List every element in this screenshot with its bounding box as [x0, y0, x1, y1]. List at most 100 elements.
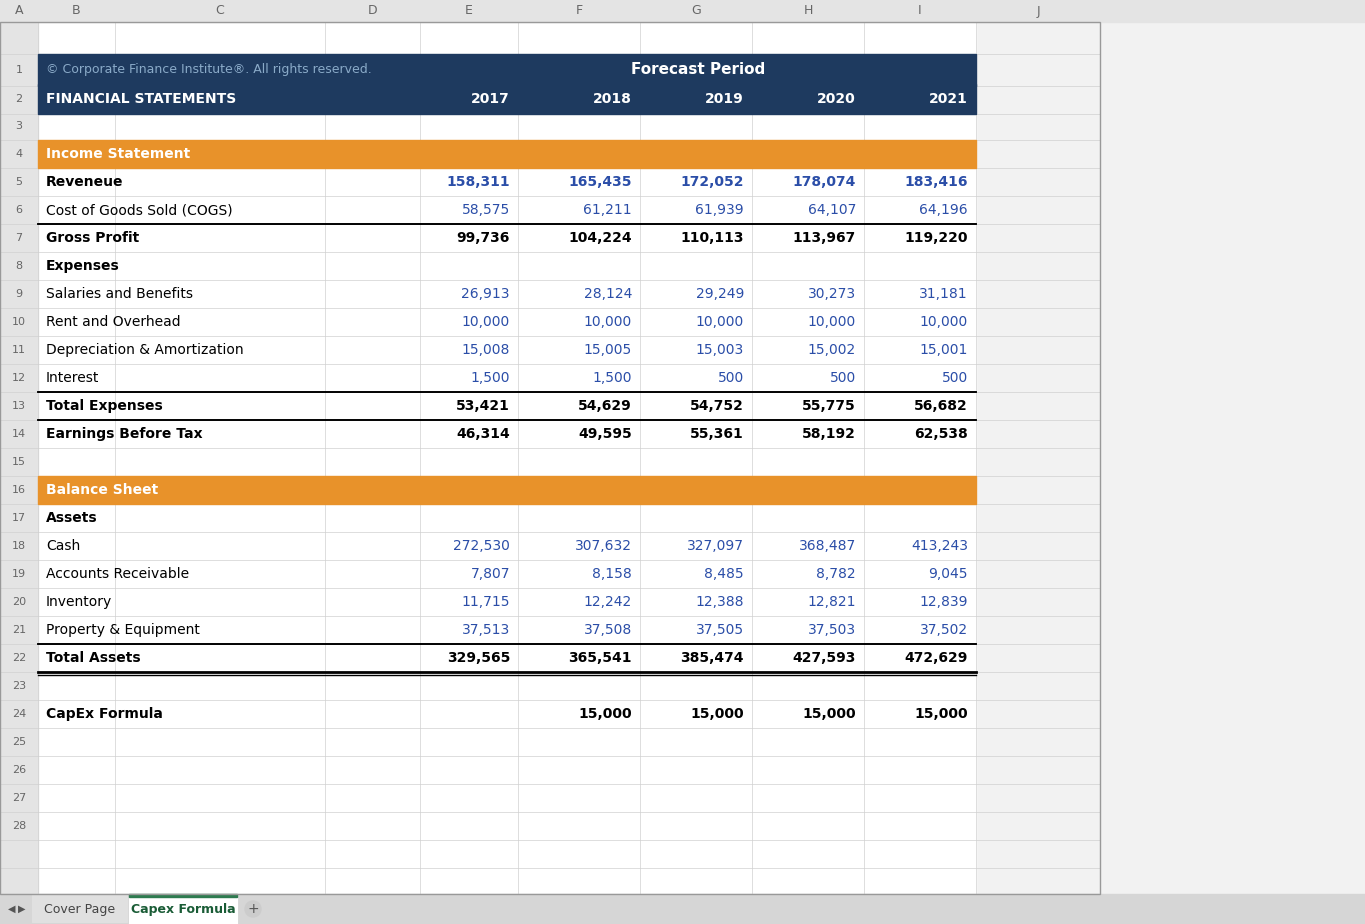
Text: 22: 22 [12, 653, 26, 663]
Text: 8,485: 8,485 [704, 567, 744, 581]
Text: 21: 21 [12, 625, 26, 635]
Text: 113,967: 113,967 [793, 231, 856, 245]
Text: Capex Formula: Capex Formula [131, 904, 235, 917]
Text: A: A [15, 5, 23, 18]
Text: H: H [804, 5, 812, 18]
Text: 7,807: 7,807 [471, 567, 511, 581]
Text: 15: 15 [12, 457, 26, 467]
Text: 500: 500 [942, 371, 968, 385]
Text: 28,124: 28,124 [584, 287, 632, 301]
Text: I: I [919, 5, 921, 18]
Bar [38, 476, 976, 504]
Text: C: C [216, 5, 224, 18]
Text: Total Assets: Total Assets [46, 651, 141, 665]
Text: 427,593: 427,593 [793, 651, 856, 665]
Bar [130, 894, 238, 897]
Text: 56,682: 56,682 [915, 399, 968, 413]
Text: 4: 4 [15, 149, 23, 159]
Text: 55,361: 55,361 [691, 427, 744, 441]
Text: 99,736: 99,736 [457, 231, 511, 245]
Text: 500: 500 [830, 371, 856, 385]
Text: 25: 25 [12, 737, 26, 747]
Text: 2017: 2017 [471, 92, 511, 106]
Text: 14: 14 [12, 429, 26, 439]
Text: Reveneue: Reveneue [46, 175, 123, 189]
Text: 15,008: 15,008 [461, 343, 511, 357]
Bar [0, 0, 1365, 22]
Text: 15,000: 15,000 [915, 707, 968, 721]
Text: 9: 9 [15, 289, 23, 299]
Text: © Corporate Finance Institute®. All rights reserved.: © Corporate Finance Institute®. All righ… [46, 64, 371, 77]
Text: 18: 18 [12, 541, 26, 551]
Text: 110,113: 110,113 [681, 231, 744, 245]
Text: 158,311: 158,311 [446, 175, 511, 189]
Bar [0, 22, 38, 894]
Text: 12,388: 12,388 [696, 595, 744, 609]
Text: 327,097: 327,097 [687, 539, 744, 553]
Text: 12,821: 12,821 [808, 595, 856, 609]
Text: 272,530: 272,530 [453, 539, 511, 553]
Bar [0, 894, 1365, 924]
Text: 178,074: 178,074 [793, 175, 856, 189]
Text: D: D [367, 5, 377, 18]
Text: 64,196: 64,196 [920, 203, 968, 217]
Text: 55,775: 55,775 [803, 399, 856, 413]
Text: 23: 23 [12, 681, 26, 691]
Text: Rent and Overhead: Rent and Overhead [46, 315, 180, 329]
Text: 307,632: 307,632 [575, 539, 632, 553]
Text: 1,500: 1,500 [471, 371, 511, 385]
Bar [130, 894, 238, 924]
Text: Total Expenses: Total Expenses [46, 399, 162, 413]
Text: J: J [1036, 5, 1040, 18]
Text: ▶: ▶ [18, 904, 26, 914]
Text: 368,487: 368,487 [799, 539, 856, 553]
Text: 10,000: 10,000 [584, 315, 632, 329]
Text: FINANCIAL STATEMENTS: FINANCIAL STATEMENTS [46, 92, 236, 106]
Text: 58,575: 58,575 [461, 203, 511, 217]
Text: ◀: ◀ [8, 904, 15, 914]
Text: Forecast Period: Forecast Period [631, 63, 766, 78]
Bar [31, 894, 127, 922]
Text: 15,000: 15,000 [803, 707, 856, 721]
Text: 329,565: 329,565 [446, 651, 511, 665]
Text: 27: 27 [12, 793, 26, 803]
Text: 15,005: 15,005 [584, 343, 632, 357]
Text: 6: 6 [15, 205, 22, 215]
Text: 26,913: 26,913 [461, 287, 511, 301]
Text: 13: 13 [12, 401, 26, 411]
Text: Depreciation & Amortization: Depreciation & Amortization [46, 343, 243, 357]
Text: F: F [576, 5, 583, 18]
Text: 26: 26 [12, 765, 26, 775]
Text: 1: 1 [15, 65, 22, 75]
Text: 19: 19 [12, 569, 26, 579]
Text: Cover Page: Cover Page [44, 903, 115, 916]
Text: 10,000: 10,000 [696, 315, 744, 329]
Text: 10,000: 10,000 [808, 315, 856, 329]
Text: Inventory: Inventory [46, 595, 112, 609]
Text: 15,000: 15,000 [691, 707, 744, 721]
Text: 413,243: 413,243 [910, 539, 968, 553]
Text: 15,000: 15,000 [579, 707, 632, 721]
Text: 1,500: 1,500 [592, 371, 632, 385]
Text: 53,421: 53,421 [456, 399, 511, 413]
Text: 20: 20 [12, 597, 26, 607]
Text: 12,242: 12,242 [584, 595, 632, 609]
Text: 385,474: 385,474 [681, 651, 744, 665]
Text: 2019: 2019 [706, 92, 744, 106]
Text: 5: 5 [15, 177, 22, 187]
Text: 183,416: 183,416 [905, 175, 968, 189]
Bar [38, 84, 976, 114]
Text: Earnings Before Tax: Earnings Before Tax [46, 427, 202, 441]
Bar [38, 22, 976, 894]
Text: 12: 12 [12, 373, 26, 383]
Text: 62,538: 62,538 [915, 427, 968, 441]
Text: Cash: Cash [46, 539, 81, 553]
Text: B: B [72, 5, 81, 18]
Bar [38, 54, 976, 86]
Text: 172,052: 172,052 [681, 175, 744, 189]
Text: 54,629: 54,629 [579, 399, 632, 413]
Text: 61,939: 61,939 [695, 203, 744, 217]
Text: 9,045: 9,045 [928, 567, 968, 581]
Text: 2020: 2020 [818, 92, 856, 106]
Text: 24: 24 [12, 709, 26, 719]
